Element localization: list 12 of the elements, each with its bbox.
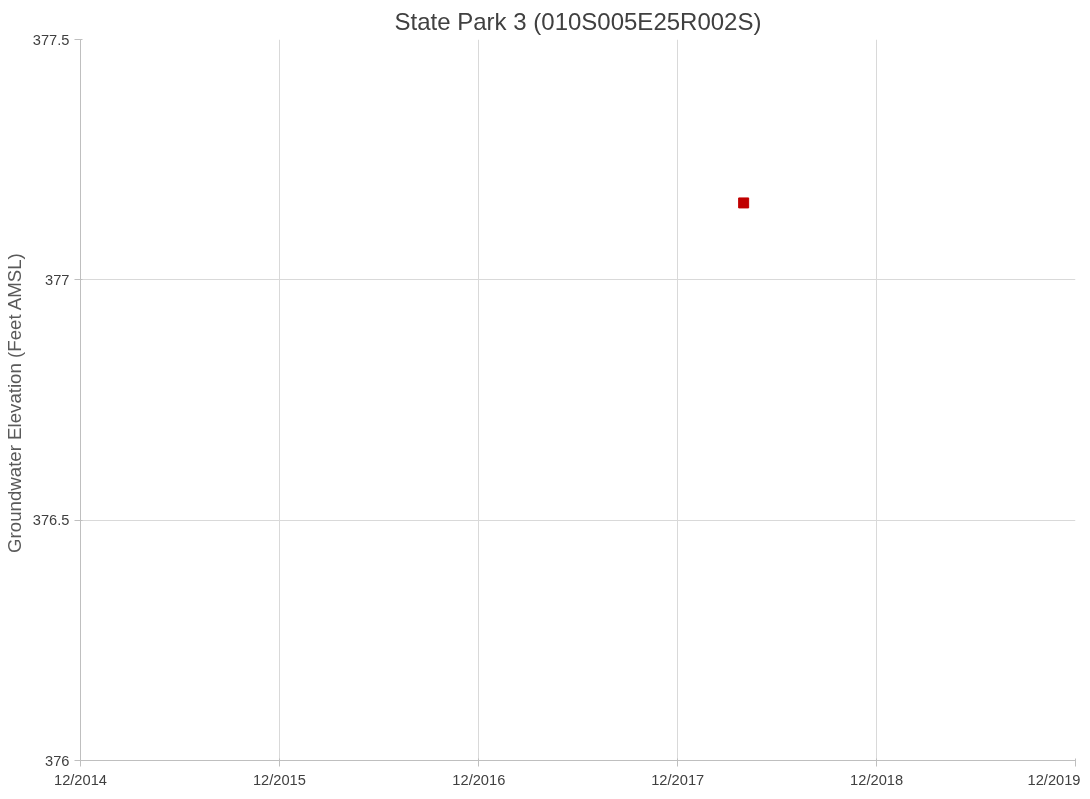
y-axis-title: Groundwater Elevation (Feet AMSL) xyxy=(3,253,25,553)
x-tick-label: 12/2017 xyxy=(651,771,705,788)
x-tick-label: 12/2019 xyxy=(1027,771,1081,788)
x-tick-label: 12/2014 xyxy=(54,771,107,788)
y-tick-label: 377 xyxy=(45,271,70,288)
y-tick-label: 377.5 xyxy=(32,31,70,48)
x-tick-label: 12/2015 xyxy=(252,771,306,788)
chart-title: State Park 3 (010S005E25R002S) xyxy=(394,7,762,35)
y-tick-label: 376 xyxy=(45,752,70,769)
x-tick-label: 12/2018 xyxy=(850,771,904,788)
x-tick-label: 12/2016 xyxy=(452,771,506,788)
y-tick-label: 376.5 xyxy=(32,512,70,529)
